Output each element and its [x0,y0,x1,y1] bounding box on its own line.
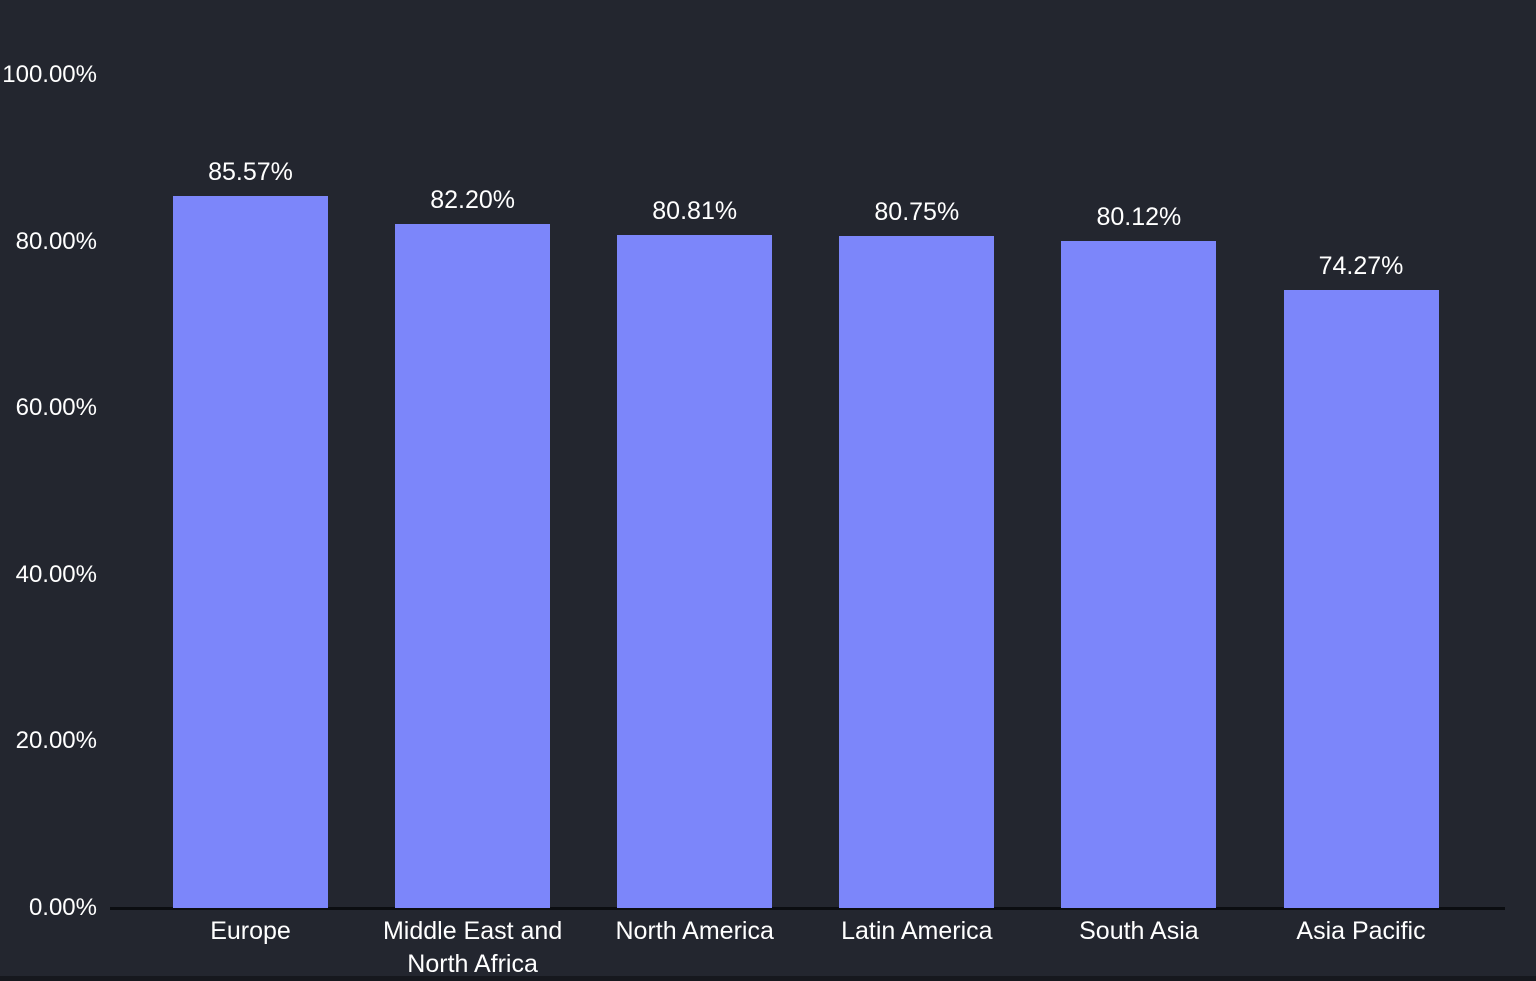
bar-south-asia[interactable] [1061,240,1217,908]
x-axis-label-europe: Europe [210,917,291,945]
bar-value-label: 85.57% [208,157,293,186]
bar-value-label: 80.81% [652,197,738,226]
chart-bottom-edge [0,976,1536,981]
bar-north-america[interactable] [617,235,773,908]
bar-value-label: 80.12% [1096,202,1182,231]
x-axis-label-north-america: North America [615,917,774,945]
x-axis-label-south-asia: South Asia [1079,917,1199,945]
bar-value-label: 80.75% [874,197,960,226]
bar-value-label: 82.20% [430,185,515,214]
bar-value-label: 74.27% [1318,251,1404,280]
bar-middle-east-and-north-africa[interactable] [395,223,551,908]
x-axis-label-latin-america: Latin America [841,917,993,945]
x-axis-label-asia-pacific: Asia Pacific [1296,917,1426,945]
y-axis-tick-label: 0.00% [28,894,97,921]
y-axis-tick-label: 100.00% [2,61,97,89]
x-axis-label-middle-east-and-north-africa: Middle East and North Africa [382,917,563,978]
y-axis-tick-label: 20.00% [15,727,97,755]
bar-asia-pacific[interactable] [1283,289,1439,908]
y-axis-tick-label: 40.00% [15,560,97,588]
bar-europe[interactable] [173,195,328,908]
bar-latin-america[interactable] [839,235,995,908]
y-axis-tick-label: 80.00% [15,227,97,255]
x-axis-line [110,907,1505,910]
y-axis-tick-label: 60.00% [15,394,97,422]
